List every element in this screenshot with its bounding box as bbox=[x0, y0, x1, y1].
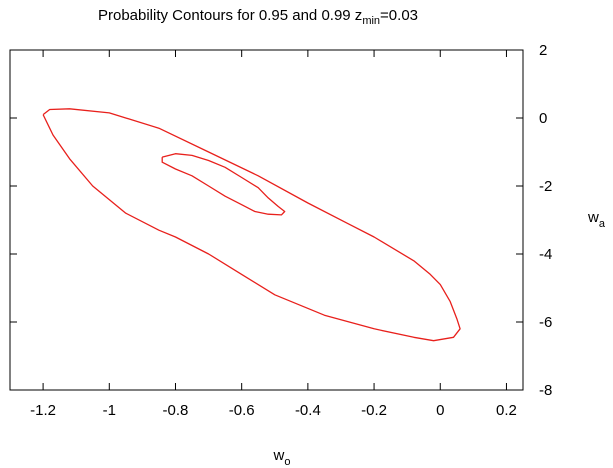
x-tick-label: -0.4 bbox=[295, 402, 321, 419]
x-tick-label: -0.6 bbox=[229, 402, 255, 419]
x-axis-label-main: w bbox=[273, 447, 285, 464]
y-tick-label: -2 bbox=[539, 178, 552, 195]
chart-title-prefix: Probability Contours for 0.95 and 0.99 z bbox=[98, 7, 362, 24]
y-tick-label: -8 bbox=[539, 382, 552, 399]
x-tick-label: 0.2 bbox=[496, 402, 517, 419]
contour-line-inner bbox=[161, 153, 286, 216]
chart-title-suffix: =0.03 bbox=[380, 7, 418, 24]
y-tick-label: -4 bbox=[539, 246, 552, 263]
x-tick-label: -0.2 bbox=[361, 402, 387, 419]
chart-title: Probability Contours for 0.95 and 0.99 z… bbox=[98, 7, 418, 27]
tick-marks bbox=[10, 49, 523, 391]
y-axis-label-sub: a bbox=[599, 218, 606, 230]
x-axis-label: wo bbox=[273, 447, 291, 468]
series-layer bbox=[42, 108, 461, 342]
plot-frame bbox=[9, 49, 524, 391]
x-tick-label: -1.2 bbox=[30, 402, 56, 419]
y-axis-label: wa bbox=[587, 209, 606, 230]
tick-labels: -1.2 -1 -0.8 -0.6 -0.4 -0.2 0 0.2 -8 -6 -4 -2 0 2 bbox=[30, 42, 552, 419]
x-axis-label-sub: o bbox=[284, 456, 290, 468]
y-tick-label: 2 bbox=[539, 42, 547, 59]
x-tick-label: 0 bbox=[436, 402, 444, 419]
y-tick-label: -6 bbox=[539, 314, 552, 331]
x-tick-label: -1 bbox=[103, 402, 116, 419]
y-axis-label-main: w bbox=[587, 209, 599, 226]
contour-line-outer bbox=[42, 108, 461, 342]
y-tick-label: 0 bbox=[539, 110, 547, 127]
chart-title-subscript: min bbox=[362, 15, 380, 27]
x-tick-label: -0.8 bbox=[163, 402, 189, 419]
